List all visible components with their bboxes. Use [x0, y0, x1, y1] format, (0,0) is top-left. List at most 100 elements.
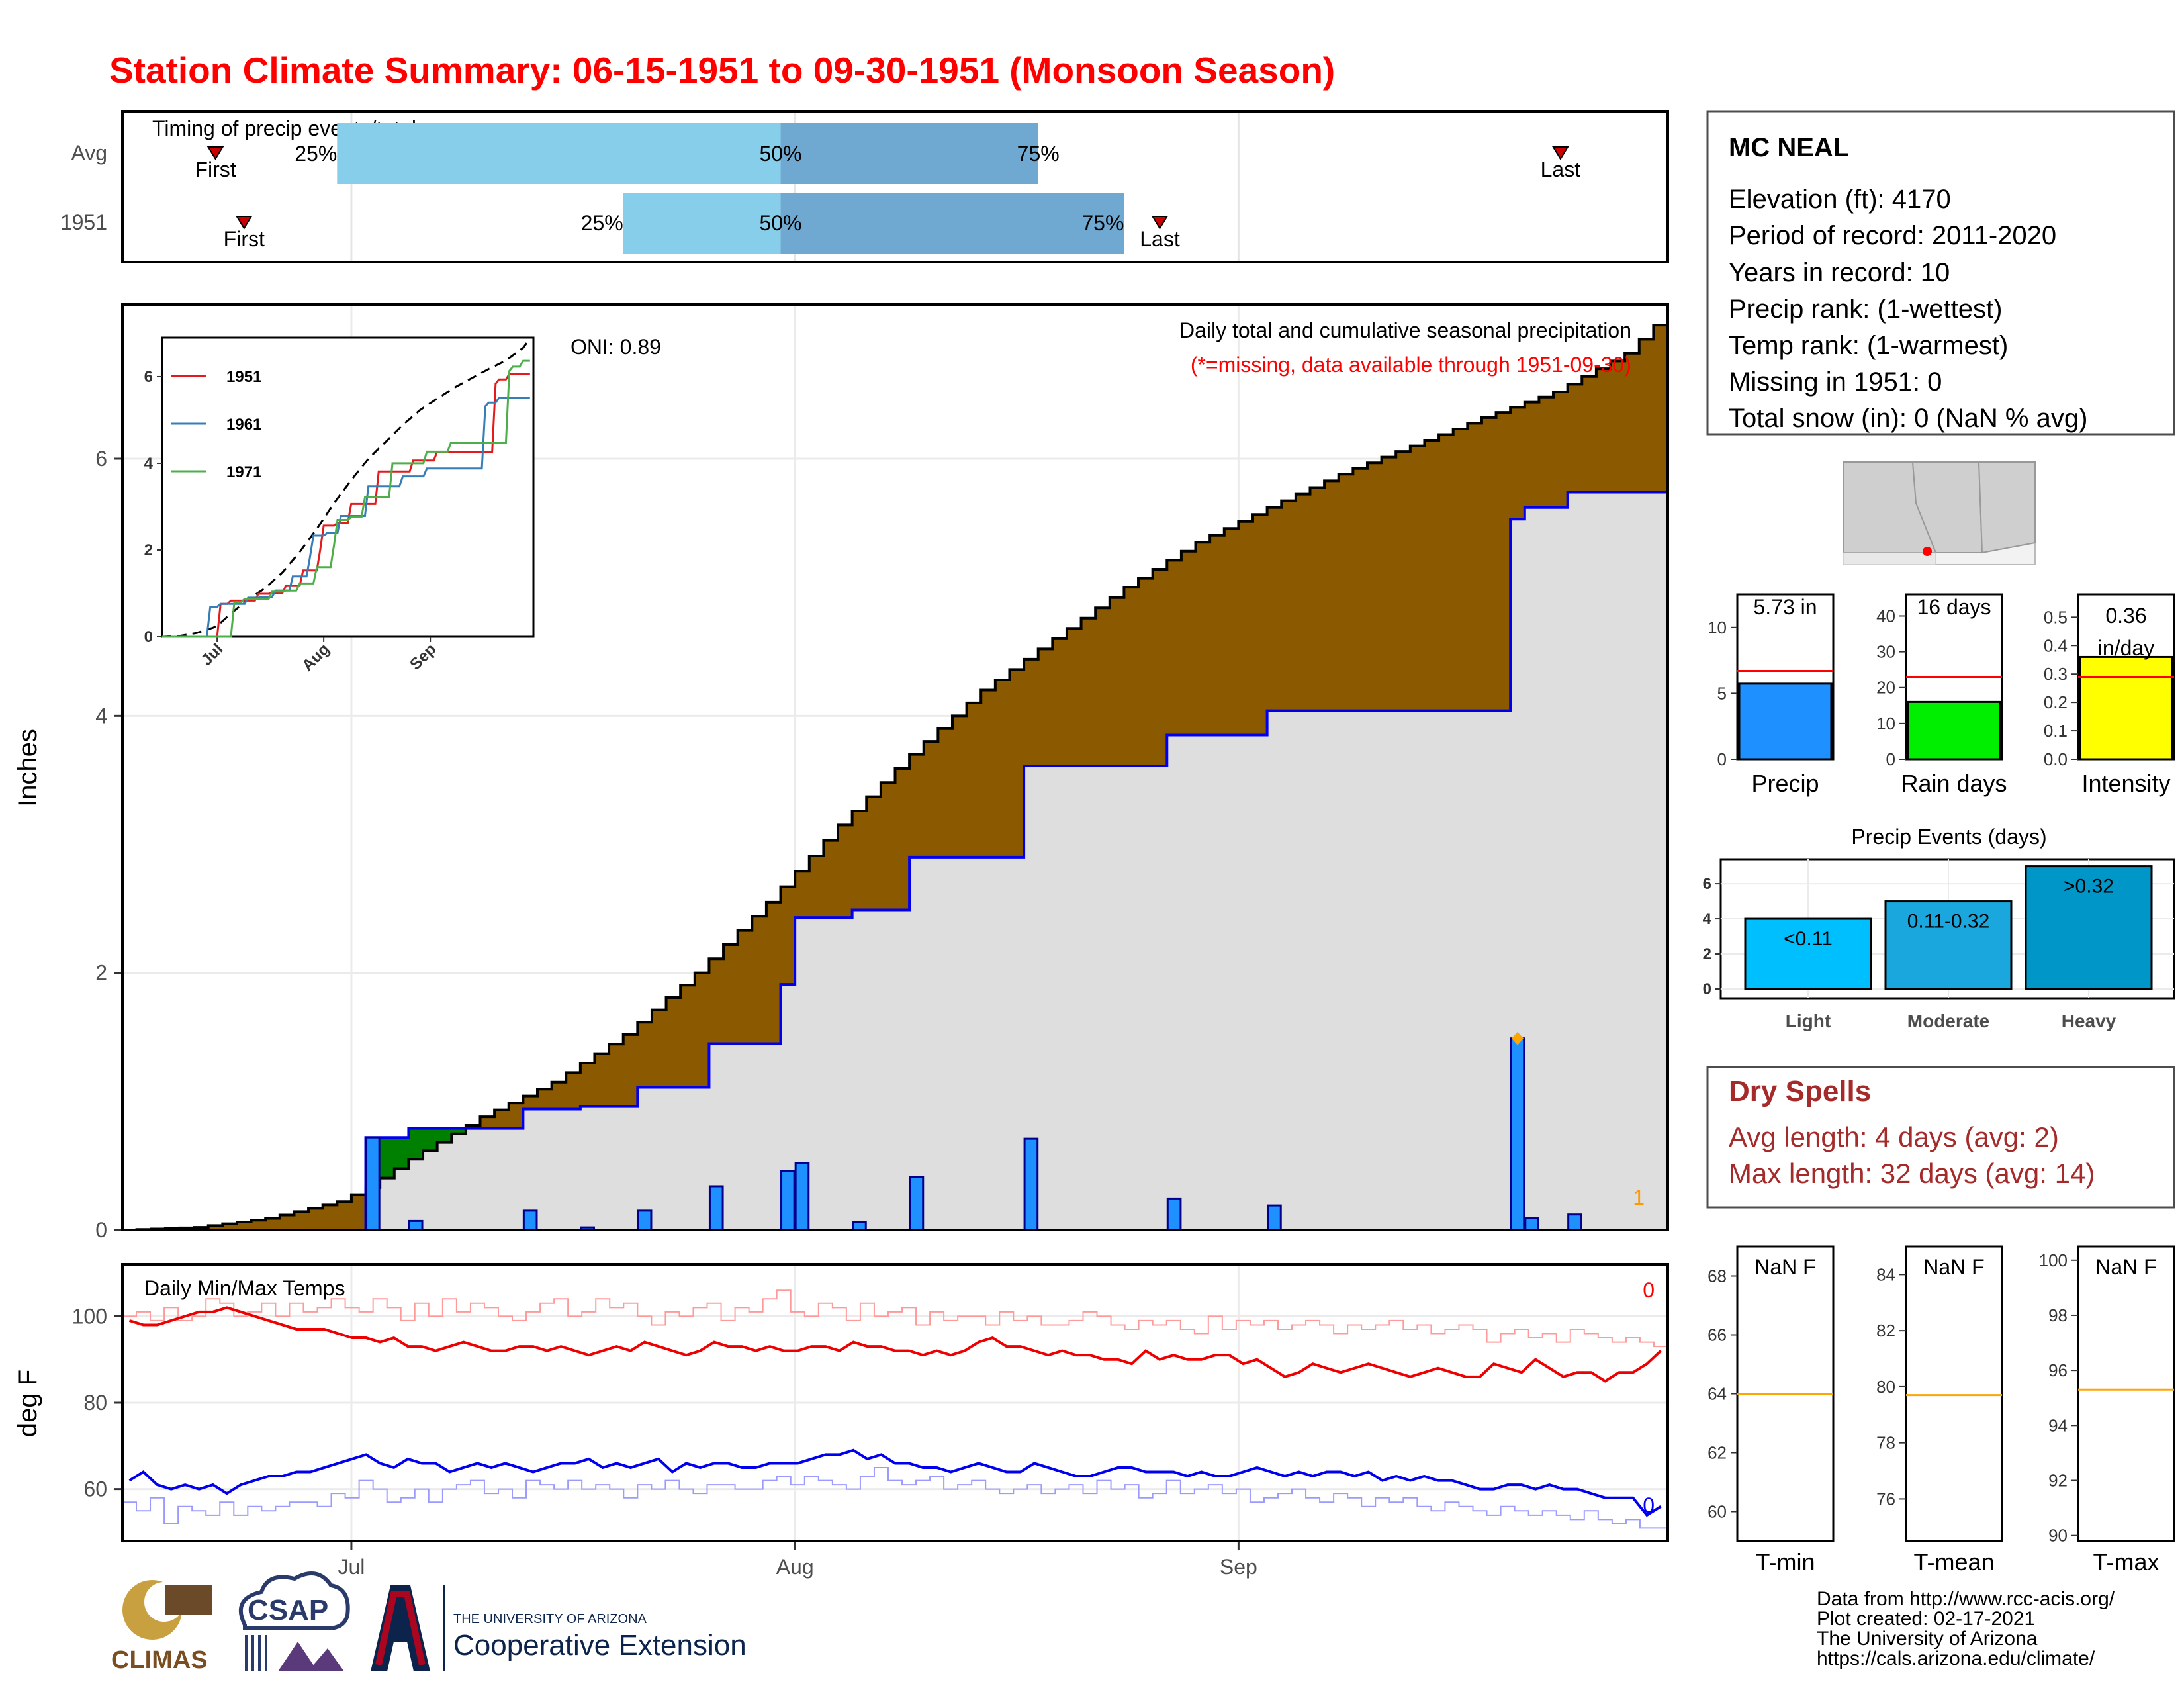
precip-ytick-label: 6 — [95, 447, 107, 471]
temp-bar-tick-label: 90 — [2048, 1526, 2068, 1546]
events-bar — [2025, 865, 2153, 990]
deficit-area-segment — [551, 1082, 567, 1109]
temp-ylabel: deg F — [13, 1370, 42, 1437]
deficit-area-segment — [909, 754, 925, 857]
deficit-area-segment — [981, 690, 996, 857]
timing-last-marker — [1552, 146, 1569, 160]
deficit-area-segment — [1081, 618, 1096, 767]
observed-cumulative-line — [122, 491, 1668, 1231]
deficit-area-segment — [1238, 521, 1253, 735]
daily-precip-bar — [1567, 1213, 1582, 1231]
deficit-area-segment — [1324, 481, 1340, 711]
tmax-line — [128, 1306, 1662, 1383]
inset-series-line — [162, 359, 530, 638]
deficit-area-segment — [1109, 597, 1124, 767]
summary-tick-label: 0.4 — [2044, 635, 2068, 655]
station-elevation: Elevation (ft): 4170 — [1729, 185, 1951, 214]
dry-spells-box: Dry Spells Avg length: 4 days (avg: 2) M… — [1706, 1066, 2175, 1209]
summary-tick-label: 5 — [1717, 683, 1727, 703]
timing-first-label: First — [195, 158, 236, 181]
events-title: Precip Events (days) — [1851, 825, 2046, 849]
station-missing: Missing in 1951: 0 — [1729, 367, 1942, 397]
deficit-area-segment — [566, 1072, 581, 1109]
daily-precip-bar — [909, 1176, 925, 1231]
temp-bar-box — [1905, 1245, 2003, 1542]
missing-tmin-count: 0 — [1643, 1493, 1655, 1517]
deficit-area-segment — [1410, 445, 1425, 711]
deficit-area-segment — [1381, 457, 1396, 711]
deficit-area-segment — [795, 871, 810, 918]
deficit-area-segment — [880, 782, 895, 910]
temp-bar-tick-label: 60 — [1707, 1502, 1727, 1522]
deficit-area-segment — [308, 1208, 324, 1230]
temp-bar-tick-label: 98 — [2048, 1305, 2068, 1325]
deficit-area-segment — [1224, 528, 1239, 735]
deficit-area-segment — [1367, 463, 1383, 711]
deficit-area-segment — [709, 959, 724, 1044]
summary-value-text: 16 days — [1917, 595, 1991, 619]
surplus-area-segment — [408, 1128, 424, 1160]
events-range-label: <0.11 — [1784, 928, 1833, 950]
inset-legend-label: 1951 — [226, 368, 261, 386]
deficit-area-segment — [1195, 542, 1210, 735]
temp-bar-tick-label: 100 — [2039, 1250, 2068, 1270]
timing-row-label-avg: Avg — [71, 141, 107, 165]
oni-label: ONI: 0.89 — [570, 335, 661, 359]
deficit-area-segment — [1467, 423, 1482, 711]
summary-tick-label: 20 — [1876, 678, 1895, 698]
dry-spells-title: Dry Spells — [1729, 1075, 1871, 1107]
temp-bar-value-text: NaN F — [1923, 1255, 1984, 1279]
surplus-area-segment — [423, 1128, 438, 1151]
events-category-label: Heavy — [2062, 1011, 2116, 1031]
svg-text:CSAP: CSAP — [248, 1594, 328, 1626]
temp-bar-tick-label: 94 — [2048, 1415, 2068, 1435]
timing-last-label: Last — [1140, 227, 1180, 251]
footer-line-2: Plot created: 02-17-2021 — [1817, 1608, 2035, 1630]
locator-map — [1843, 461, 2036, 565]
deficit-area-segment — [1138, 578, 1154, 767]
events-tick-label: 6 — [1703, 875, 1711, 893]
timing-label-50: 50% — [760, 211, 802, 235]
deficit-area-segment — [265, 1218, 281, 1230]
summary-bar — [1907, 700, 2001, 761]
temperature-panel: Jul Aug Sep 60 80 100 Daily Min/Max Temps deg… — [13, 1263, 1669, 1579]
events-range-label: >0.32 — [2064, 876, 2114, 898]
svg-text:Cooperative Extension: Cooperative Extension — [453, 1629, 747, 1662]
temp-bar-tick-label: 96 — [2048, 1360, 2068, 1380]
deficit-area-segment — [523, 1096, 538, 1109]
timing-label-50: 50% — [760, 142, 802, 165]
station-info-box: MC NEAL Elevation (ft): 4170 Period of r… — [1706, 110, 2175, 436]
events-bar — [1744, 917, 1872, 990]
deficit-area-segment — [222, 1223, 238, 1230]
deficit-area-segment — [694, 972, 709, 1088]
summary-tick-label: 0.1 — [2044, 721, 2068, 741]
missing-tmax-count: 0 — [1643, 1278, 1655, 1302]
dry-spells-max: Max length: 32 days (avg: 14) — [1729, 1158, 2095, 1189]
temp-bar-label: T-mean — [1913, 1548, 1994, 1575]
daily-precip-bar — [780, 1170, 796, 1231]
summary-tick-label: 10 — [1876, 714, 1895, 733]
deficit-area-segment — [1338, 474, 1353, 711]
deficit-area-segment — [1024, 659, 1039, 767]
events-tick-label: 4 — [1703, 910, 1712, 928]
deficit-area-segment — [866, 796, 882, 910]
deficit-area-segment — [1553, 392, 1569, 508]
deficit-area-segment — [1596, 369, 1612, 492]
timing-first-marker — [235, 216, 253, 230]
temp-bar-tick-label: 92 — [2048, 1471, 2068, 1491]
timing-bar-q50-q75 — [780, 123, 1038, 184]
station-snow: Total snow (in): 0 (NaN % avg) — [1729, 404, 2087, 433]
deficit-area-segment — [208, 1225, 223, 1230]
deficit-area-segment — [1639, 339, 1654, 492]
temp-ytick-label: 60 — [83, 1477, 107, 1501]
deficit-area-segment — [966, 702, 981, 857]
summary-tick-label: 0.3 — [2044, 664, 2068, 684]
deficit-area-segment — [1481, 417, 1497, 711]
deficit-area-segment — [1582, 376, 1597, 492]
x-tick-label: Jul — [338, 1555, 365, 1579]
deficit-area-segment — [1524, 402, 1539, 508]
page-title: Station Climate Summary: 06-15-1951 to 0… — [109, 50, 1335, 91]
inset-frame — [161, 336, 535, 638]
deficit-area-segment — [838, 825, 853, 918]
